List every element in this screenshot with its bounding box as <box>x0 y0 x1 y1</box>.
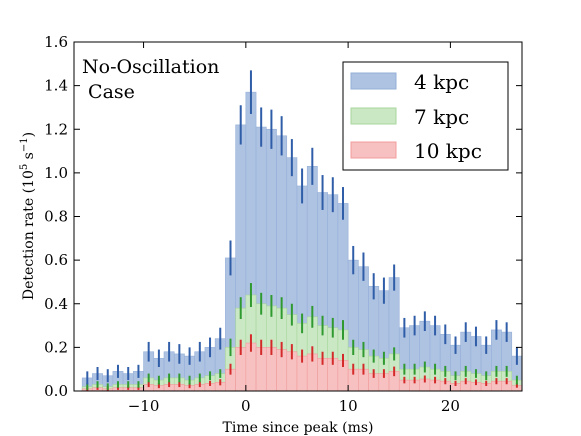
legend-label-7kpc: 7 kpc <box>414 105 469 129</box>
legend: 4 kpc 7 kpc 10 kpc <box>342 61 509 171</box>
y-tick-label-3: 0.6 <box>44 251 68 269</box>
annotation-line-1: No-Oscillation <box>82 56 219 78</box>
x-tick-label-1: 0 <box>241 397 251 415</box>
legend-swatch-10kpc <box>350 141 397 159</box>
legend-label-10kpc: 10 kpc <box>414 139 482 163</box>
y-axis-label: Detection rate (105 s−1) <box>19 132 37 300</box>
y-tick-label-1: 0.2 <box>44 338 68 356</box>
x-axis-label: Time since peak (ms) <box>223 420 374 436</box>
legend-label-4kpc: 4 kpc <box>414 70 469 94</box>
x-tick-label-0: −10 <box>128 397 160 415</box>
y-tick-label-8: 1.6 <box>44 33 68 51</box>
y-tick-label-2: 0.4 <box>44 295 68 313</box>
annotation-line-2: Case <box>82 81 135 103</box>
y-tick-label-0: 0.0 <box>44 382 68 400</box>
x-tick-label-2: 10 <box>339 397 358 415</box>
legend-swatch-4kpc <box>350 72 397 90</box>
axis-ticks: 0.0 0.2 0.4 0.6 0.8 1.0 1.2 1.4 1.6 −10 0 10 20 <box>44 33 522 415</box>
y-tick-label-4: 0.8 <box>44 208 68 226</box>
y-tick-label-5: 1.0 <box>44 164 68 182</box>
legend-swatch-7kpc <box>350 107 397 125</box>
error-bars <box>86 70 518 391</box>
x-tick-label-3: 20 <box>441 397 460 415</box>
y-tick-label-6: 1.2 <box>44 120 68 138</box>
y-tick-label-7: 1.4 <box>44 77 68 95</box>
